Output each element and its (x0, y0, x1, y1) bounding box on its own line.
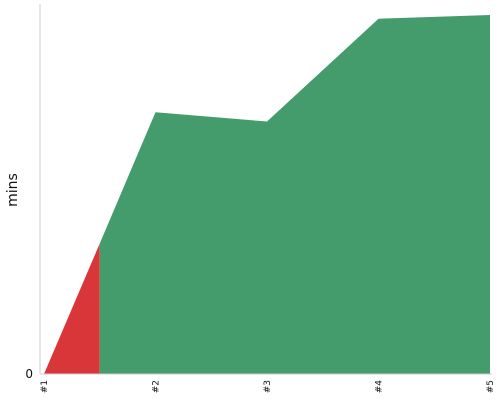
x-tick-labels: #1 #2 #3 #4 #5 (40, 380, 496, 394)
x-tick-label: #3 (263, 380, 273, 393)
x-tick-label: #4 (375, 380, 385, 394)
area-series-group (44, 14, 490, 375)
x-tick-label: #2 (152, 380, 162, 393)
y-axis-label: mins (5, 173, 21, 207)
area-series-2 (99, 14, 490, 375)
y-tick-label-zero: 0 (25, 367, 33, 381)
x-tick-label: #5 (486, 380, 496, 393)
x-tick-label: #1 (40, 380, 50, 393)
area-series-1 (44, 243, 100, 374)
